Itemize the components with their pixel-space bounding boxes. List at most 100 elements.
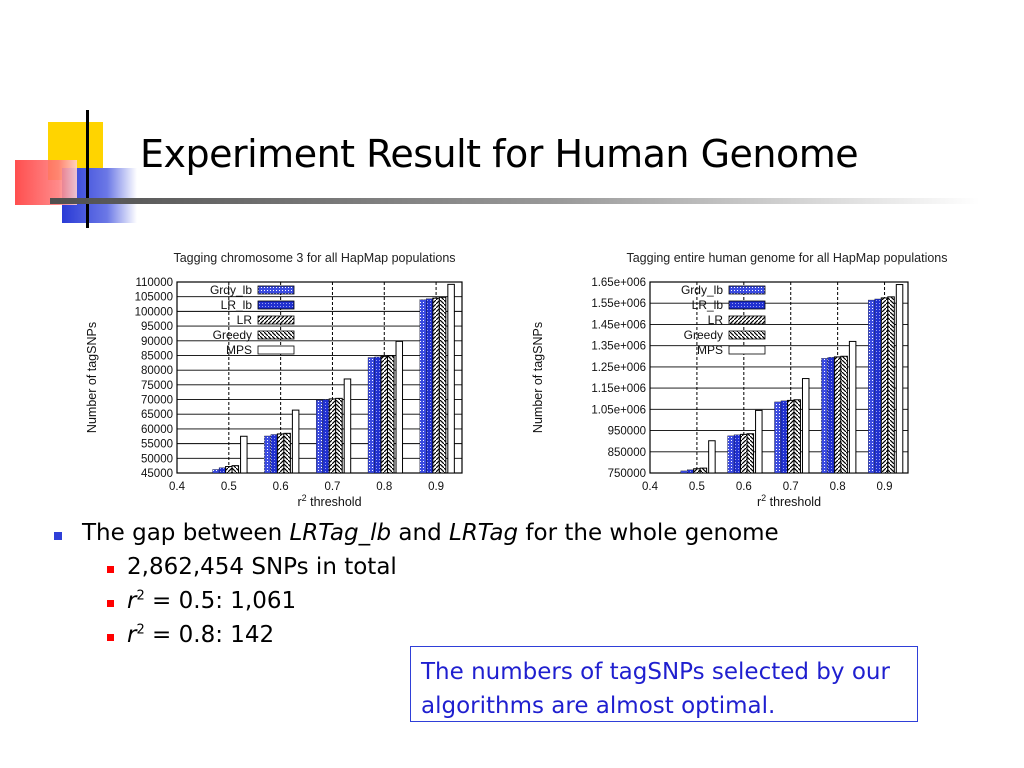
bar-lr (328, 398, 337, 474)
bar-greedy (840, 355, 848, 474)
sub-bullet-r2-08: r2 = 0.8: 142 (52, 622, 779, 656)
bar-grdy-lb (868, 299, 875, 474)
legend-label: LR (708, 313, 724, 327)
y-tick-label: 1.65e+006 (591, 277, 646, 289)
x-tick-label: 0.6 (273, 481, 289, 493)
r-superscript: 2 (136, 622, 145, 638)
bar-grdy-lb (419, 299, 427, 474)
legend-swatch (728, 330, 766, 340)
sub-bullet-marker (107, 600, 114, 607)
bar-lr-lb (687, 469, 694, 474)
bar-mps (848, 340, 857, 474)
bar-lr-lb (270, 434, 278, 474)
bullet-text: and (391, 520, 449, 546)
bullet-text: for the whole genome (518, 520, 779, 546)
bar-greedy (887, 296, 895, 474)
y-tick-label: 105000 (135, 292, 173, 304)
bar-grdy-lb (316, 399, 323, 474)
y-axis-label: Number of tagSNPs (531, 322, 545, 433)
y-tick-label: 90000 (141, 336, 173, 348)
bar-lr (740, 433, 748, 474)
legend-swatch (257, 330, 295, 340)
bar-grdy-lb (774, 401, 782, 474)
r-superscript: 2 (136, 588, 145, 604)
bar-lr-lb (874, 298, 882, 474)
bar-greedy (231, 465, 240, 474)
legend-swatch (728, 315, 766, 325)
x-tick-label: 0.4 (169, 481, 186, 493)
x-tick-label: 0.9 (428, 481, 444, 493)
conclusion-note-box: The numbers of tagSNPs selected by our a… (410, 646, 918, 722)
y-tick-label: 110000 (135, 277, 173, 289)
y-tick-label: 95000 (141, 321, 173, 333)
x-tick-label: 0.4 (642, 481, 659, 493)
sub-bullet-marker (107, 634, 114, 641)
legend-swatch (728, 300, 766, 310)
legend-swatch (257, 345, 295, 355)
legend-label: LR_lb (221, 298, 253, 312)
bullet-term-lrtag-lb: LRTag_lb (289, 520, 392, 546)
x-tick-label: 0.7 (324, 481, 340, 493)
legend-label: Greedy (684, 328, 723, 342)
sub-bullet-text: = 0.5: 1,061 (144, 588, 297, 614)
bar-lr (432, 297, 440, 474)
bar-lr-lb (827, 357, 835, 474)
bar-lr (380, 355, 389, 474)
bar-lr (833, 356, 842, 474)
bar-mps (708, 440, 716, 474)
bar-grdy-lb (680, 470, 688, 474)
bullet-list: The gap between LRTag_lb and LRTag for t… (52, 520, 779, 656)
bullet-text: The gap between (82, 520, 290, 546)
chart-title: Tagging chromosome 3 for all HapMap popu… (173, 251, 455, 265)
legend-swatch (257, 300, 295, 310)
sub-bullet-snps: 2,862,454 SNPs in total (52, 554, 779, 588)
x-tick-label: 0.5 (221, 481, 237, 493)
x-tick-label: 0.7 (783, 481, 799, 493)
bar-lr (880, 297, 889, 474)
bar-grdy-lb (821, 358, 829, 474)
y-tick-label: 85000 (141, 350, 173, 362)
slide-decoration (15, 110, 137, 228)
bullet-main: The gap between LRTag_lb and LRTag for t… (52, 520, 779, 554)
bar-grdy-lb (367, 357, 375, 474)
legend-swatch (257, 285, 295, 295)
y-tick-label: 1.45e+006 (591, 319, 646, 331)
bar-greedy (746, 433, 755, 474)
bar-lr-lb (322, 399, 330, 474)
y-axis-label: Number of tagSNPs (85, 322, 99, 433)
y-tick-label: 750000 (608, 468, 646, 480)
y-tick-label: 55000 (141, 439, 173, 451)
bar-mps (395, 340, 404, 474)
bar-lr-lb (426, 298, 433, 474)
bar-mps (447, 283, 455, 474)
y-tick-label: 1.55e+006 (591, 298, 646, 310)
bar-lr-lb (218, 467, 226, 474)
bar-grdy-lb (264, 435, 272, 474)
r-variable: r (127, 622, 137, 648)
sub-bullet-r2-05: r2 = 0.5: 1,061 (52, 588, 779, 622)
legend-swatch (728, 285, 766, 295)
y-tick-label: 1.15e+006 (591, 383, 646, 395)
y-tick-label: 45000 (141, 468, 173, 480)
bullet-term-lrtag: LRTag (449, 520, 519, 546)
bar-lr (786, 399, 795, 474)
chart-entire-genome: Tagging entire human genome for all HapM… (531, 251, 948, 509)
bar-lr-lb (374, 356, 382, 474)
bar-grdy-lb (212, 469, 220, 474)
y-tick-label: 850000 (608, 447, 646, 459)
x-tick-label: 0.6 (736, 481, 752, 493)
x-axis-label: r2 threshold (297, 493, 361, 509)
y-tick-label: 1.35e+006 (591, 341, 646, 353)
x-tick-label: 0.5 (689, 481, 705, 493)
legend-label: Grdy_lb (681, 283, 723, 297)
x-tick-label: 0.9 (877, 481, 893, 493)
legend-label: Grdy_lb (210, 283, 252, 297)
conclusion-note-text: The numbers of tagSNPs selected by our a… (421, 659, 890, 719)
y-tick-label: 950000 (608, 426, 646, 438)
x-tick-label: 0.8 (830, 481, 846, 493)
bar-mps (755, 409, 763, 474)
bar-lr (693, 468, 701, 474)
bar-greedy (387, 355, 395, 474)
legend-label: LR (237, 313, 253, 327)
bar-mps (291, 409, 300, 474)
